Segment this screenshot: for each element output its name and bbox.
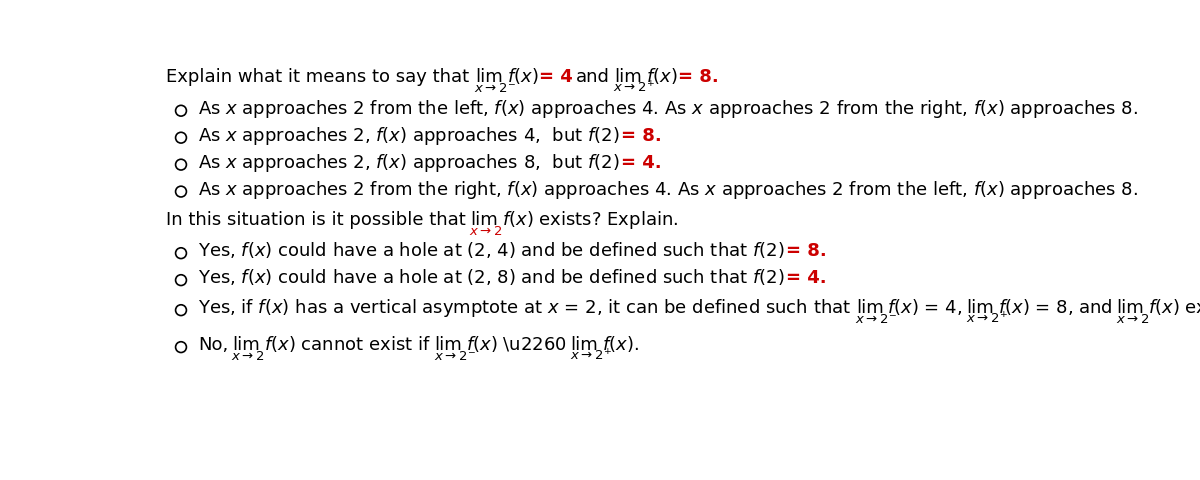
Text: $f(x)$ = 8, and: $f(x)$ = 8, and — [998, 297, 1112, 317]
Text: As $x$ approaches 2, $f(x)$ approaches 8,  but $f(2)$: As $x$ approaches 2, $f(x)$ approaches 8… — [198, 152, 619, 174]
Text: $x \rightarrow 2^{+}$: $x \rightarrow 2^{+}$ — [613, 80, 655, 95]
Text: lim: lim — [966, 299, 994, 317]
Text: $x \rightarrow 2^{-}$: $x \rightarrow 2^{-}$ — [856, 313, 896, 326]
Text: $x \rightarrow 2^{-}$: $x \rightarrow 2^{-}$ — [433, 350, 475, 363]
Text: lim: lim — [856, 299, 883, 317]
Text: $x \rightarrow 2^{-}$: $x \rightarrow 2^{-}$ — [474, 82, 516, 95]
Text: $x \rightarrow 2^{+}$: $x \rightarrow 2^{+}$ — [966, 311, 1007, 326]
Text: $f(x)$: $f(x)$ — [647, 66, 678, 86]
Text: = 4.: = 4. — [786, 269, 827, 287]
Text: $f(x)$ exists? Explain.: $f(x)$ exists? Explain. — [503, 209, 678, 231]
Text: $f(x)$.: $f(x)$. — [602, 334, 640, 354]
Text: = 4.: = 4. — [622, 154, 661, 172]
Text: As $x$ approaches 2, $f(x)$ approaches 4,  but $f(2)$: As $x$ approaches 2, $f(x)$ approaches 4… — [198, 125, 619, 147]
Text: lim: lim — [1116, 299, 1145, 317]
Text: = 4: = 4 — [539, 68, 572, 86]
Text: Yes, if $f(x)$ has a vertical asymptote at $x$ = 2, it can be defined such that: Yes, if $f(x)$ has a vertical asymptote … — [198, 297, 851, 319]
Text: = 8.: = 8. — [786, 242, 827, 260]
Text: $f(x)$: $f(x)$ — [508, 66, 539, 86]
Text: $x \rightarrow 2$: $x \rightarrow 2$ — [232, 350, 265, 363]
Text: As $x$ approaches 2 from the left, $f(x)$ approaches 4. As $x$ approaches 2 from: As $x$ approaches 2 from the left, $f(x)… — [198, 98, 1138, 120]
Text: lim: lim — [434, 336, 462, 354]
Text: lim: lim — [614, 68, 642, 86]
Text: = 8.: = 8. — [622, 127, 662, 145]
Text: lim: lim — [475, 68, 503, 86]
Text: lim: lim — [571, 336, 599, 354]
Text: lim: lim — [470, 212, 498, 229]
Text: = 8.: = 8. — [678, 68, 719, 86]
Text: and: and — [576, 68, 610, 86]
Text: lim: lim — [232, 336, 260, 354]
Text: $f(x)$ cannot exist if: $f(x)$ cannot exist if — [264, 334, 431, 354]
Text: $x \rightarrow 2$: $x \rightarrow 2$ — [469, 226, 503, 239]
Text: As $x$ approaches 2 from the right, $f(x)$ approaches 4. As $x$ approaches 2 fro: As $x$ approaches 2 from the right, $f(x… — [198, 179, 1138, 201]
Text: Yes, $f(x)$ could have a hole at (2, 8) and be defined such that $f(2)$: Yes, $f(x)$ could have a hole at (2, 8) … — [198, 267, 785, 287]
Text: $f(x)$ \u2260: $f(x)$ \u2260 — [466, 334, 566, 354]
Text: $x \rightarrow 2$: $x \rightarrow 2$ — [1116, 313, 1150, 326]
Text: In this situation is it possible that: In this situation is it possible that — [166, 212, 466, 229]
Text: $f(x)$ exists.: $f(x)$ exists. — [1148, 297, 1200, 317]
Text: $x \rightarrow 2^{+}$: $x \rightarrow 2^{+}$ — [570, 348, 612, 363]
Text: Explain what it means to say that: Explain what it means to say that — [166, 68, 469, 86]
Text: Yes, $f(x)$ could have a hole at (2, 4) and be defined such that $f(2)$: Yes, $f(x)$ could have a hole at (2, 4) … — [198, 240, 785, 260]
Text: $f(x)$ = 4,: $f(x)$ = 4, — [888, 297, 962, 317]
Text: No,: No, — [198, 336, 228, 354]
